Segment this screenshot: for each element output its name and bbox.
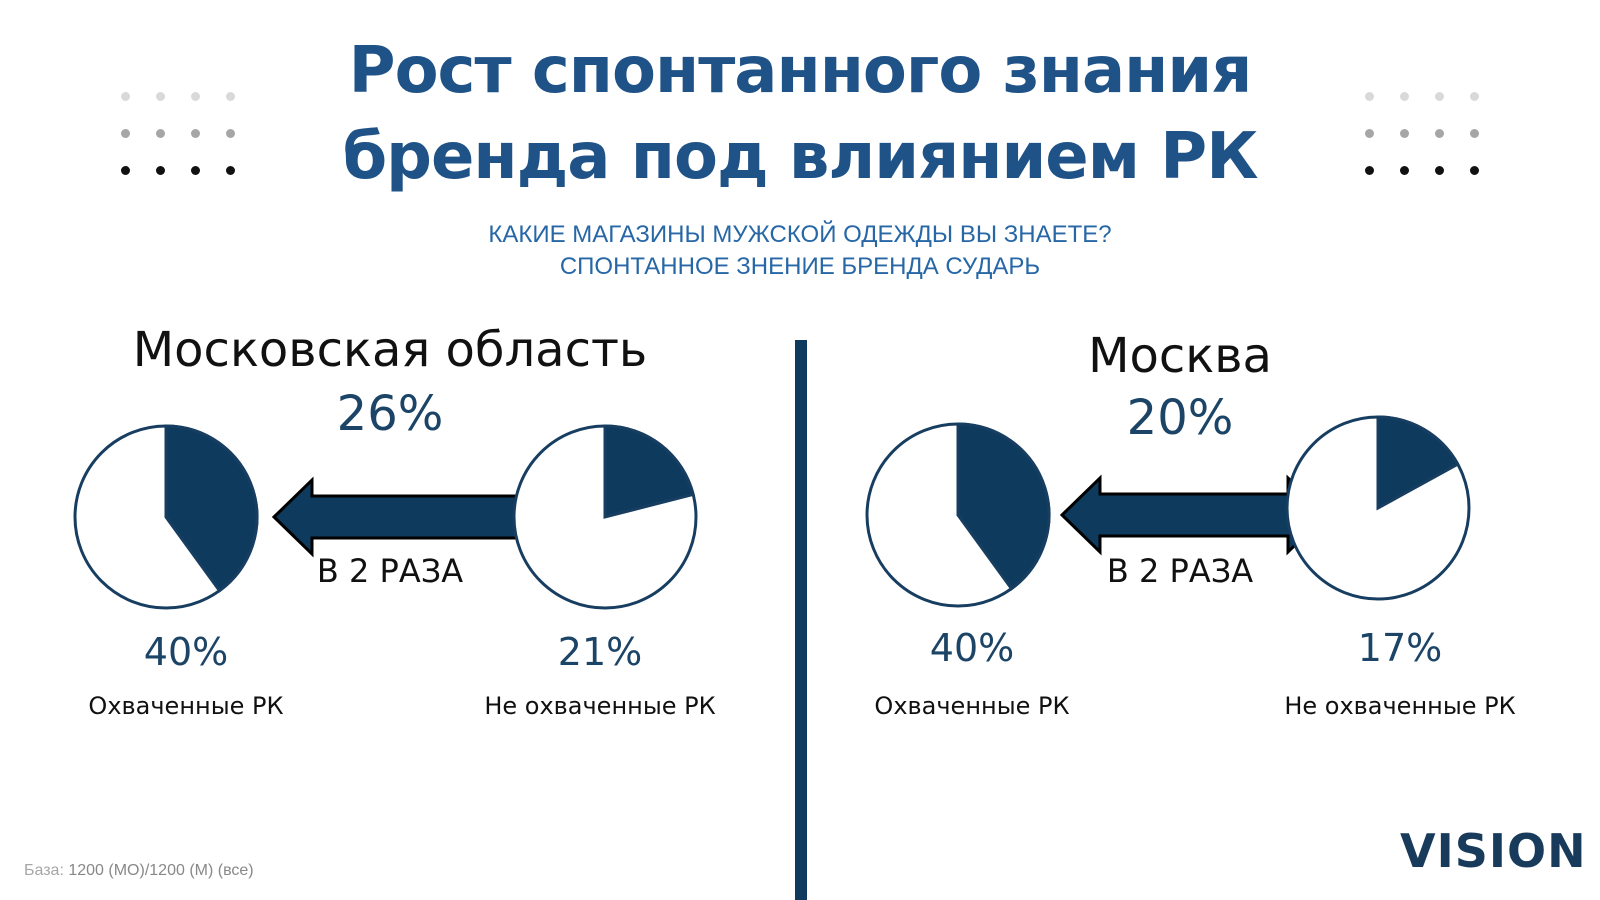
pie-covered-msk-slice	[956, 422, 1051, 591]
decorative-dots-left	[121, 92, 251, 182]
pie-covered-mo	[73, 424, 259, 610]
decorative-dot	[121, 166, 130, 175]
decorative-dot	[1435, 92, 1444, 101]
pct-covered-mo: 40%	[143, 630, 229, 674]
decorative-dot	[1470, 166, 1479, 175]
region-divider	[795, 340, 807, 900]
pie-covered-msk	[865, 422, 1051, 608]
pie-uncovered-msk-slice	[1376, 415, 1460, 511]
ratio-label-msk: В 2 РАЗА	[1106, 552, 1254, 590]
base-note: База: 1200 (МО)/1200 (М) (все)	[24, 862, 254, 880]
decorative-dot	[1365, 92, 1374, 101]
base-value: 1200 (МО)/1200 (М) (все)	[68, 862, 254, 879]
ratio-label-mo: В 2 РАЗА	[316, 552, 464, 590]
decorative-dot	[191, 166, 200, 175]
decorative-dot	[191, 92, 200, 101]
decorative-dot	[226, 129, 235, 138]
decorative-dots-right	[1365, 92, 1495, 182]
region-title-msk: Москва	[1088, 328, 1272, 384]
decorative-dot	[226, 166, 235, 175]
decorative-dot	[1365, 129, 1374, 138]
title-line-2: бренда под влиянием РК	[342, 120, 1258, 194]
decorative-dot	[156, 92, 165, 101]
decorative-dot	[1365, 166, 1374, 175]
decorative-dot	[121, 92, 130, 101]
chart-msk	[865, 415, 1471, 608]
decorative-dot	[1400, 129, 1409, 138]
page-title: Рост спонтанного знания бренда под влиян…	[0, 28, 1600, 200]
decorative-dot	[226, 92, 235, 101]
decorative-dot	[156, 129, 165, 138]
vision-logo: VISION	[1400, 824, 1587, 878]
pie-uncovered-mo	[512, 424, 698, 610]
title-line-1: Рост спонтанного знания	[348, 34, 1253, 108]
pct-covered-msk: 40%	[929, 626, 1015, 670]
category-covered-mo: Охваченные РК	[88, 692, 284, 720]
survey-question: КАКИЕ МАГАЗИНЫ МУЖСКОЙ ОДЕЖДЫ ВЫ ЗНАЕТЕ?	[488, 221, 1112, 248]
decorative-dot	[1435, 129, 1444, 138]
survey-metric: СПОНТАННОЕ ЗНЕНИЕ БРЕНДА СУДАРЬ	[559, 253, 1041, 280]
pie-uncovered-mo-slice	[603, 424, 695, 519]
pie-uncovered-msk	[1285, 415, 1471, 601]
decorative-dot	[156, 166, 165, 175]
region-title-mo: Московская область	[132, 322, 648, 378]
decorative-dot	[191, 129, 200, 138]
pct-uncovered-msk: 17%	[1357, 626, 1443, 670]
headline-pct-mo: 26%	[336, 386, 444, 442]
base-label: База:	[24, 862, 64, 879]
category-covered-msk: Охваченные РК	[874, 692, 1070, 720]
chart-mo	[73, 424, 698, 610]
decorative-dot	[1400, 92, 1409, 101]
decorative-dot	[1470, 129, 1479, 138]
pct-uncovered-mo: 21%	[557, 630, 643, 674]
pie-covered-mo-slice	[164, 424, 259, 593]
decorative-dot	[1400, 166, 1409, 175]
category-uncovered-msk: Не охваченные РК	[1284, 692, 1516, 720]
decorative-dot	[1435, 166, 1444, 175]
headline-pct-msk: 20%	[1126, 390, 1234, 446]
decorative-dot	[1470, 92, 1479, 101]
decorative-dot	[121, 129, 130, 138]
category-uncovered-mo: Не охваченные РК	[484, 692, 716, 720]
